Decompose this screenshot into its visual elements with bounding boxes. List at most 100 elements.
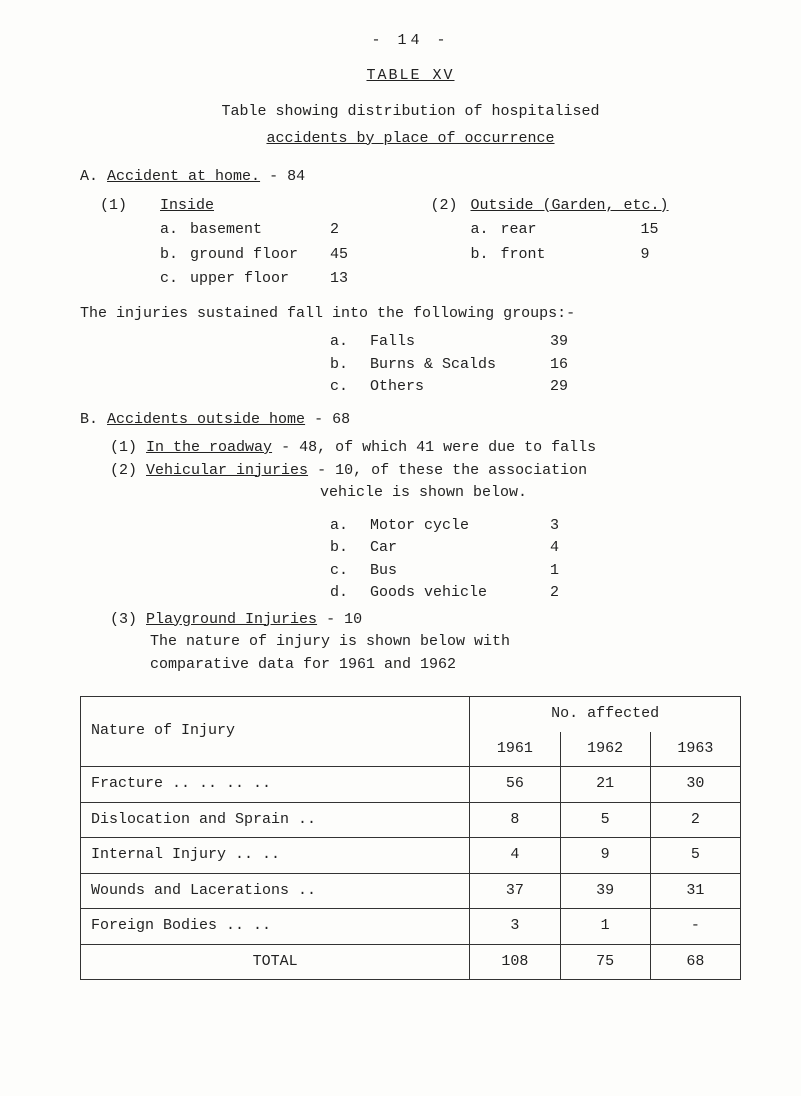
cell: 45 [330,244,380,267]
cell: 4 [550,537,580,560]
cell: 39 [560,873,650,909]
cell: a. [330,515,370,538]
cell: c. [330,376,370,399]
cell: 5 [560,802,650,838]
cell: Others [370,376,550,399]
section-a-title: Accident at home. [107,168,260,185]
cell: 2 [550,582,580,605]
injury-row: c. Others 29 [330,376,741,399]
a-col1-title: Inside [160,195,431,218]
cell: b. [471,244,501,267]
caption-line-1: Table showing distribution of hospitalis… [80,101,741,124]
b2-num: (2) [110,462,137,479]
table-label-text: TABLE XV [366,67,454,84]
cell: Goods vehicle [370,582,550,605]
b3-text2: comparative data for 1961 and 1962 [150,654,741,677]
a-col1-row: b. ground floor 45 [160,244,431,267]
cell: 1 [550,560,580,583]
cell: 56 [470,767,560,803]
cell: 29 [550,376,590,399]
b1-rest: - 48, of which 41 were due to falls [281,439,596,456]
b3-num: (3) [110,611,137,628]
vehicle-row: c. Bus 1 [330,560,741,583]
b3-title: Playground Injuries [146,611,317,628]
cell: front [501,244,641,267]
cell: 39 [550,331,590,354]
col-affected: No. affected [470,697,741,732]
cell: a. [471,219,501,242]
cell: Car [370,537,550,560]
cell: Fracture .. .. .. .. [81,767,470,803]
cell: 16 [550,354,590,377]
cell: 15 [641,219,691,242]
table-row: Wounds and Lacerations .. 37 39 31 [81,873,741,909]
section-b-title: Accidents outside home [107,411,305,428]
b2-title: Vehicular injuries [146,462,308,479]
section-a-prefix: A. [80,168,98,185]
cell: 2 [330,219,380,242]
section-b-prefix: B. [80,411,98,428]
table-total-row: TOTAL 108 75 68 [81,944,741,980]
cell: 30 [650,767,740,803]
vehicle-row: a. Motor cycle 3 [330,515,741,538]
b2-rest2: vehicle is shown below. [320,482,741,505]
section-a-suffix: - 84 [269,168,305,185]
injury-table: Nature of Injury No. affected 1961 1962 … [80,696,741,980]
b-item-3: (3) Playground Injuries - 10 [110,609,741,632]
cell: 3 [550,515,580,538]
cell: 9 [560,838,650,874]
b3-suffix: - 10 [326,611,362,628]
cell: c. [160,268,190,291]
col-year: 1963 [650,732,740,767]
table-label: TABLE XV [80,65,741,88]
cell: 3 [470,909,560,945]
cell: 31 [650,873,740,909]
table-row: Fracture .. .. .. .. 56 21 30 [81,767,741,803]
section-a-heading: A. Accident at home. - 84 [80,166,741,189]
cell: 75 [560,944,650,980]
b-item-2: (2) Vehicular injuries - 10, of these th… [110,460,741,483]
cell: Bus [370,560,550,583]
cell: rear [501,219,641,242]
a-col1-num: (1) [100,195,160,218]
col-year: 1962 [560,732,650,767]
vehicle-row: b. Car 4 [330,537,741,560]
cell: c. [330,560,370,583]
a-col2-row: a. rear 15 [471,219,742,242]
cell: 37 [470,873,560,909]
a-col1-row: a. basement 2 [160,219,431,242]
b1-title: In the roadway [146,439,272,456]
cell: 2 [650,802,740,838]
cell: b. [160,244,190,267]
cell: 4 [470,838,560,874]
cell: ground floor [190,244,330,267]
cell: a. [330,331,370,354]
cell: Dislocation and Sprain .. [81,802,470,838]
a-col2-row: b. front 9 [471,244,742,267]
cell: Internal Injury .. .. [81,838,470,874]
b2-rest1: - 10, of these the association [317,462,587,479]
cell: 108 [470,944,560,980]
cell: - [650,909,740,945]
a-col2-title: Outside (Garden, etc.) [471,195,742,218]
cell: 13 [330,268,380,291]
cell: Falls [370,331,550,354]
cell: 21 [560,767,650,803]
b-item-1: (1) In the roadway - 48, of which 41 wer… [110,437,741,460]
cell: d. [330,582,370,605]
injuries-intro: The injuries sustained fall into the fol… [80,303,741,326]
cell: Foreign Bodies .. .. [81,909,470,945]
cell: upper floor [190,268,330,291]
injury-row: a. Falls 39 [330,331,741,354]
cell: a. [160,219,190,242]
cell: Motor cycle [370,515,550,538]
caption-line-2: accidents by place of occurrence [80,128,741,151]
section-b-suffix: - 68 [314,411,350,428]
table-row: Foreign Bodies .. .. 3 1 - [81,909,741,945]
table-row: Internal Injury .. .. 4 9 5 [81,838,741,874]
cell: 1 [560,909,650,945]
total-label: TOTAL [81,944,470,980]
page-number: - 14 - [80,30,741,53]
cell: 8 [470,802,560,838]
caption-line-2-text: accidents by place of occurrence [266,130,554,147]
